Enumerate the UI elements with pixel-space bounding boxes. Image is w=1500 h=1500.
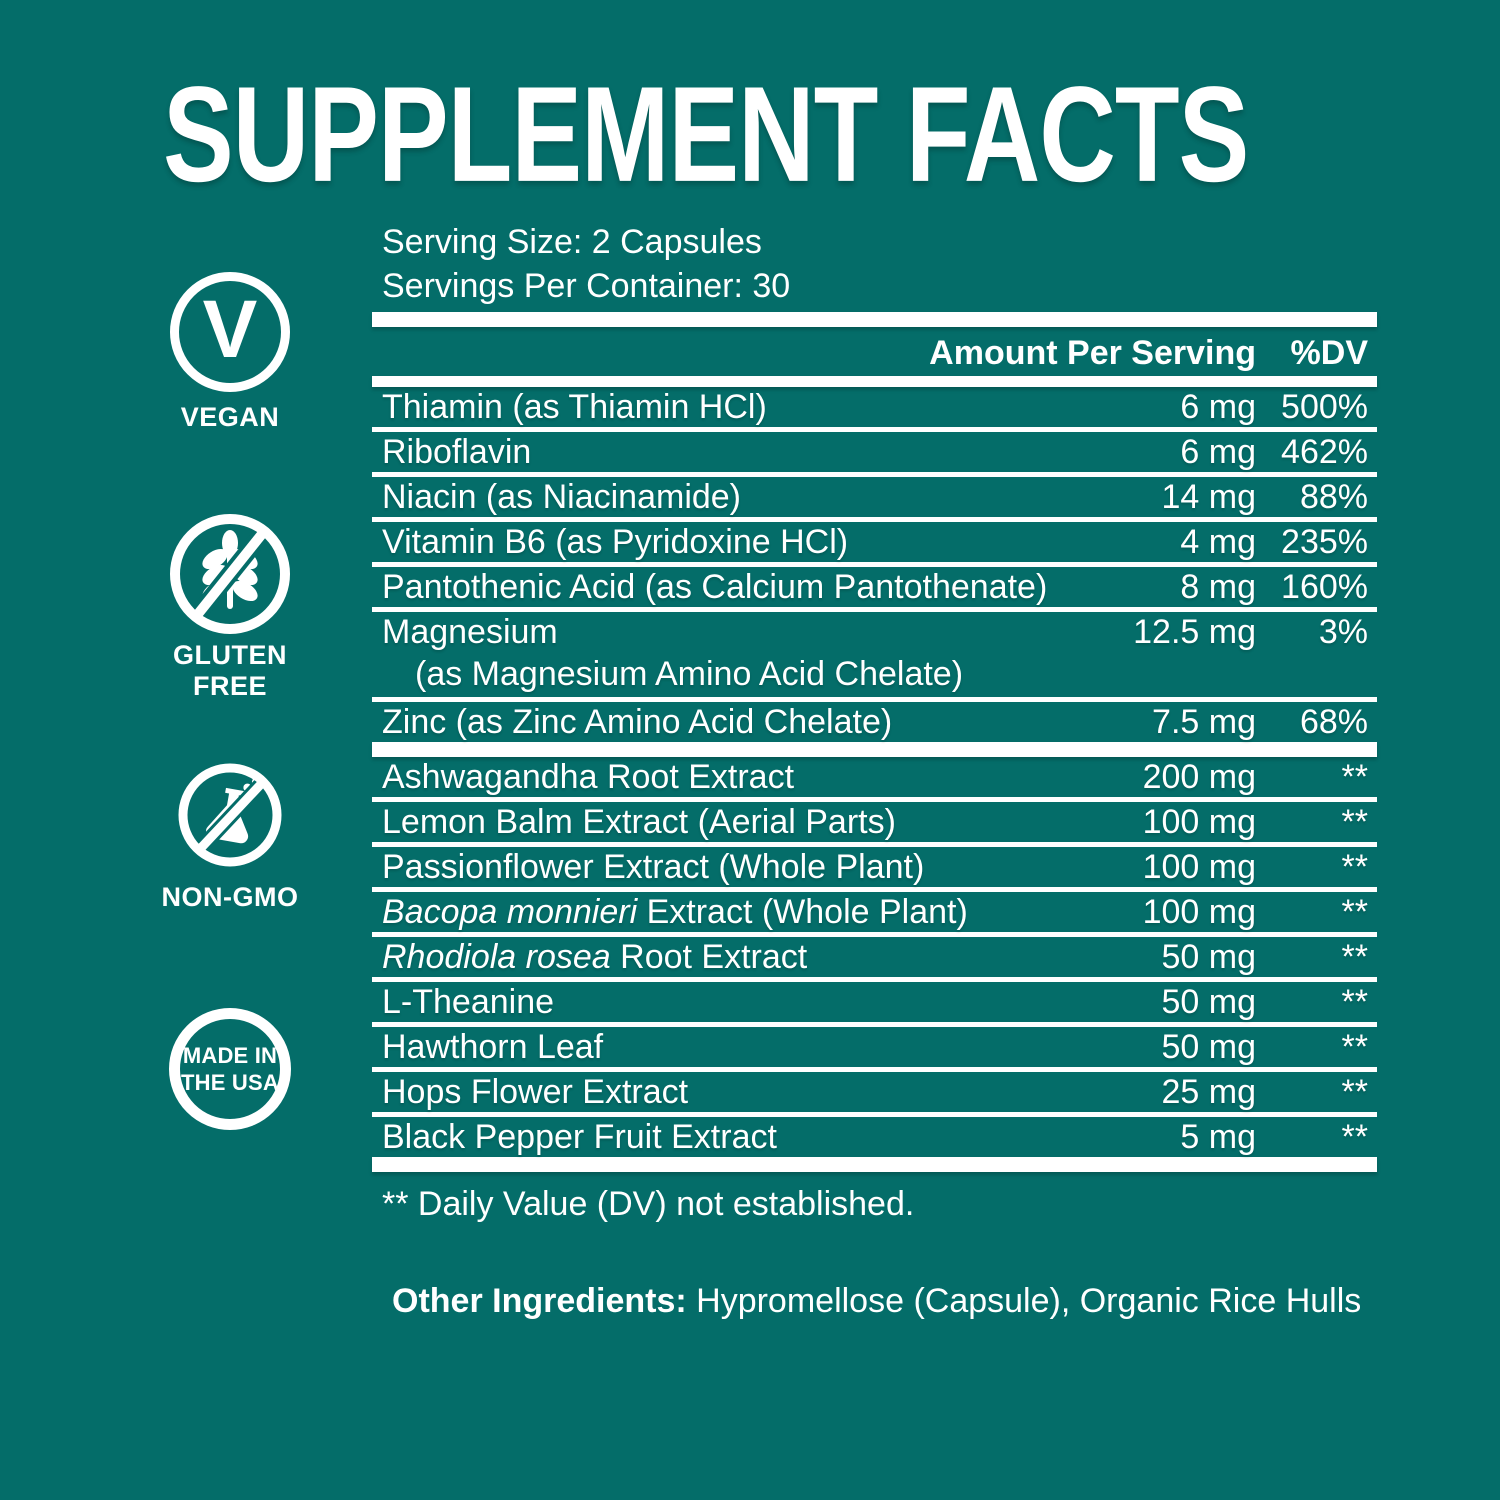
serving-size: Serving Size: 2 Capsules (382, 223, 762, 261)
gluten-free-label-line1: GLUTEN (173, 640, 287, 670)
gluten-free-label: GLUTEN FREE (130, 640, 330, 702)
ingredient-name: Vitamin B6 (as Pyridoxine HCl) (382, 523, 849, 561)
divider-bar (372, 312, 1377, 327)
table-row: Hawthorn Leaf 50 mg ** (372, 1027, 1377, 1072)
table-row: Ashwagandha Root Extract 200 mg ** (372, 757, 1377, 802)
ingredient-name: Thiamin (as Thiamin HCl) (382, 388, 767, 426)
ingredient-amount: 7.5 mg (1152, 703, 1256, 741)
ingredient-dv: 500% (1281, 388, 1368, 426)
ingredient-amount: 4 mg (1180, 523, 1256, 561)
ingredient-dv: ** (1341, 893, 1368, 931)
ingredient-dv: 88% (1299, 478, 1368, 516)
divider-bar (372, 742, 1377, 757)
vegan-letter: V (202, 284, 258, 375)
facts-panel: Serving Size: 2 Capsules Servings Per Co… (372, 220, 1377, 1322)
ingredient-name: Magnesium (as Magnesium Amino Acid Chelat… (382, 613, 964, 693)
ingredient-amount: 12.5 mg (1133, 613, 1256, 651)
ingredient-amount: 200 mg (1142, 758, 1256, 796)
ingredient-name: Rhodiola rosea Root Extract (382, 938, 808, 976)
table-row: L-Theanine 50 mg ** (372, 982, 1377, 1027)
made-in-usa-icon: MADE IN THE USA (169, 1008, 291, 1130)
table-row: Zinc (as Zinc Amino Acid Chelate) 7.5 mg… (372, 702, 1377, 742)
ingredient-name: Riboflavin (382, 433, 532, 471)
table-row: Lemon Balm Extract (Aerial Parts) 100 mg… (372, 802, 1377, 847)
ingredient-amount: 50 mg (1161, 1028, 1257, 1066)
other-ingredients: Other Ingredients: Hypromellose (Capsule… (372, 1280, 1377, 1322)
ingredient-amount: 50 mg (1161, 938, 1257, 976)
ingredient-name: Ashwagandha Root Extract (382, 758, 795, 796)
ingredient-name: Lemon Balm Extract (Aerial Parts) (382, 803, 896, 841)
ingredient-amount: 5 mg (1180, 1118, 1256, 1156)
ingredient-amount: 14 mg (1161, 478, 1257, 516)
dv-footnote: ** Daily Value (DV) not established. (382, 1185, 915, 1223)
non-gmo-label: NON-GMO (161, 882, 299, 912)
servings-per-container: Servings Per Container: 30 (382, 267, 791, 305)
ingredient-dv: 462% (1281, 433, 1368, 471)
ingredient-name: Bacopa monnieri Extract (Whole Plant) (382, 893, 968, 931)
table-row: Pantothenic Acid (as Calcium Pantothenat… (372, 567, 1377, 612)
divider-bar (372, 1157, 1377, 1172)
ingredient-amount: 6 mg (1180, 388, 1256, 426)
table-row: Black Pepper Fruit Extract 5 mg ** (372, 1117, 1377, 1157)
botanical-rows: Ashwagandha Root Extract 200 mg ** Lemon… (372, 757, 1377, 1157)
ingredient-amount: 8 mg (1180, 568, 1256, 606)
ingredient-amount: 100 mg (1142, 893, 1256, 931)
other-ingredients-label: Other Ingredients: (392, 1282, 687, 1320)
table-row: Bacopa monnieri Extract (Whole Plant) 10… (372, 892, 1377, 937)
ingredient-dv: 160% (1281, 568, 1368, 606)
table-row: Passionflower Extract (Whole Plant) 100 … (372, 847, 1377, 892)
gluten-free-label-line2: FREE (192, 671, 267, 701)
ingredient-amount: 50 mg (1161, 983, 1257, 1021)
ingredient-amount: 6 mg (1180, 433, 1256, 471)
table-row: Niacin (as Niacinamide) 14 mg 88% (372, 477, 1377, 522)
table-row: Vitamin B6 (as Pyridoxine HCl) 4 mg 235% (372, 522, 1377, 567)
vegan-label: VEGAN (180, 402, 280, 432)
ingredient-dv: ** (1341, 848, 1368, 886)
divider-bar (372, 376, 1377, 387)
ingredient-dv: ** (1341, 1118, 1368, 1156)
ingredient-dv: ** (1341, 803, 1368, 841)
ingredient-amount: 25 mg (1161, 1073, 1257, 1111)
non-gmo-icon (178, 763, 282, 867)
ingredient-dv: 68% (1299, 703, 1368, 741)
ingredient-dv: ** (1341, 758, 1368, 796)
ingredient-dv: ** (1341, 938, 1368, 976)
ingredient-name: Zinc (as Zinc Amino Acid Chelate) (382, 703, 893, 741)
ingredient-dv: ** (1341, 983, 1368, 1021)
ingredient-name: L-Theanine (382, 983, 555, 1021)
other-ingredients-text: Hypromellose (Capsule), Organic Rice Hul… (686, 1282, 1362, 1320)
table-row: Hops Flower Extract 25 mg ** (372, 1072, 1377, 1117)
ingredient-amount: 100 mg (1142, 803, 1256, 841)
table-header: Amount Per Serving %DV (372, 327, 1377, 376)
made-in-usa-line1: MADE IN (182, 1043, 278, 1068)
ingredient-dv: 3% (1318, 613, 1368, 651)
made-in-usa-line2: THE USA (181, 1070, 279, 1095)
vitamin-mineral-rows: Thiamin (as Thiamin HCl) 6 mg 500% Ribof… (372, 387, 1377, 742)
ingredient-name: Passionflower Extract (Whole Plant) (382, 848, 925, 886)
ingredient-dv: ** (1341, 1073, 1368, 1111)
table-row: Rhodiola rosea Root Extract 50 mg ** (372, 937, 1377, 982)
ingredient-dv: 235% (1281, 523, 1368, 561)
vegan-icon: V (170, 272, 290, 392)
ingredient-name: Hops Flower Extract (382, 1073, 689, 1111)
table-row: Thiamin (as Thiamin HCl) 6 mg 500% (372, 387, 1377, 432)
gluten-free-icon (170, 514, 290, 634)
ingredient-dv: ** (1341, 1028, 1368, 1066)
header-dv: %DV (1290, 333, 1368, 372)
page-title: SUPPLEMENT FACTS (163, 59, 1249, 211)
table-row: Magnesium (as Magnesium Amino Acid Chelat… (372, 612, 1377, 702)
ingredient-name: Pantothenic Acid (as Calcium Pantothenat… (382, 568, 1048, 606)
table-row: Riboflavin 6 mg 462% (372, 432, 1377, 477)
header-amount-per-serving: Amount Per Serving (929, 333, 1256, 372)
ingredient-name: Niacin (as Niacinamide) (382, 478, 742, 516)
ingredient-name: Black Pepper Fruit Extract (382, 1118, 777, 1156)
ingredient-name: Hawthorn Leaf (382, 1028, 604, 1066)
ingredient-amount: 100 mg (1142, 848, 1256, 886)
